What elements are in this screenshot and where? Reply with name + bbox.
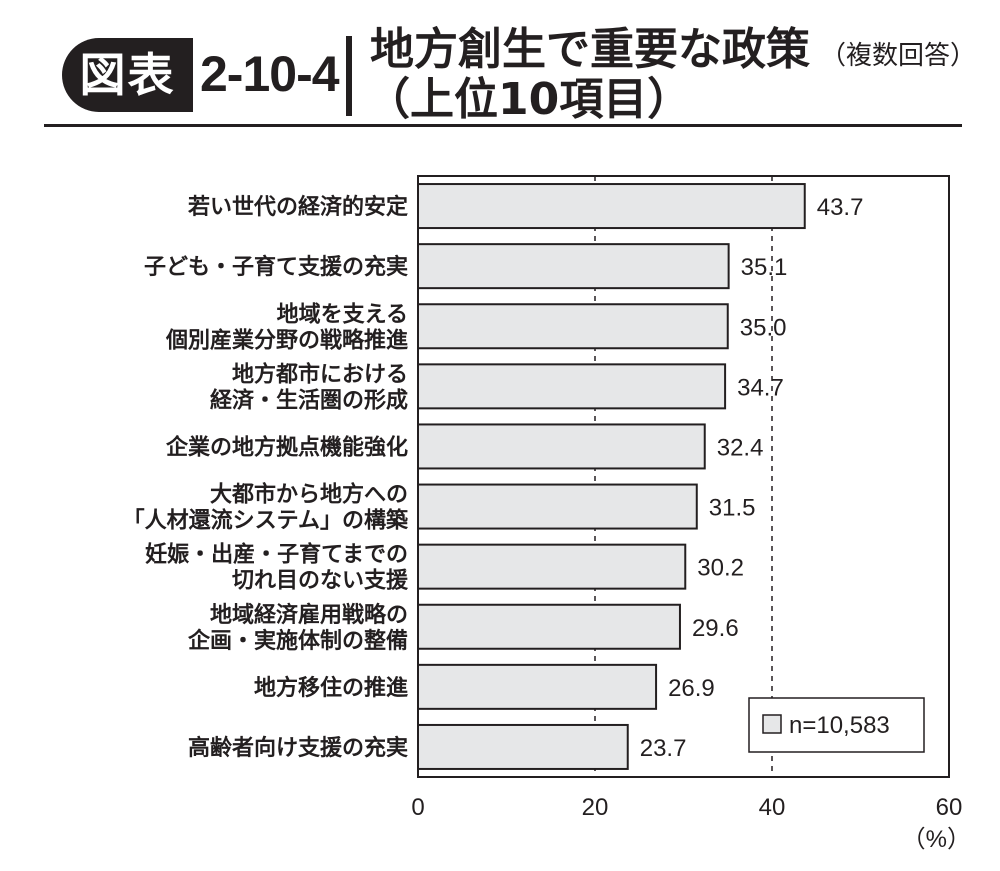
figure-badge: 図表 [62, 38, 193, 112]
category-label: 地域を支える [277, 301, 408, 327]
category-label: 若い世代の経済的安定 [188, 194, 408, 220]
value-label: 35.1 [741, 254, 788, 281]
value-label: 32.4 [717, 434, 764, 461]
value-labels: 43.7 35.1 35.0 34.7 32.4 31.5 30.2 29.6 26.9 23.7 [640, 194, 864, 762]
title-divider [346, 36, 352, 116]
category-labels: 若い世代の経済的安定子ども・子育て支援の充実地域を支える個別産業分野の戦略推進地… [123, 194, 409, 761]
category-label: 地域経済雇用戦略の [210, 602, 408, 628]
bar [417, 303, 729, 350]
figure-subtitle: （上位10項目） [366, 74, 692, 125]
x-tick-label: 40 [759, 794, 786, 821]
x-tick-label: 60 [936, 794, 963, 821]
bar [417, 663, 658, 710]
category-label: 個別産業分野の戦略推進 [165, 327, 408, 353]
x-tick-label: 0 [411, 794, 424, 821]
category-label: 企画・実施体制の整備 [187, 628, 408, 654]
category-label: 地方都市における [232, 361, 408, 387]
value-label: 43.7 [817, 194, 864, 221]
x-axis-unit: （%） [902, 826, 971, 853]
category-label: 企業の地方拠点機能強化 [165, 434, 408, 460]
value-label: 34.7 [737, 374, 784, 401]
bar [417, 543, 687, 590]
value-label: 35.0 [740, 314, 787, 341]
bar [417, 423, 706, 470]
bar [417, 363, 727, 410]
figure-header: 図表 2-10-4 地方創生で重要な政策 （複数回答） （上位10項目） [0, 0, 1000, 130]
category-label: 「人材還流システム」の構築 [123, 508, 409, 534]
figure-number: 2-10-4 [200, 46, 340, 102]
category-label: 経済・生活圏の形成 [210, 387, 408, 413]
figure-title: 地方創生で重要な政策 （複数回答） [370, 24, 976, 82]
bar [417, 243, 730, 290]
bars [417, 183, 806, 770]
category-label: 子ども・子育て支援の充実 [144, 254, 408, 280]
bar [417, 603, 681, 650]
legend: n=10,583 [748, 697, 925, 753]
value-label: 30.2 [697, 555, 744, 582]
category-label: 地方移住の推進 [254, 675, 408, 701]
bar [417, 183, 806, 230]
legend-swatch [762, 714, 782, 734]
value-label: 23.7 [640, 735, 687, 762]
value-label: 31.5 [709, 495, 756, 522]
category-label: 妊娠・出産・子育てまでの [145, 542, 408, 568]
bar [417, 483, 698, 530]
category-label: 大都市から地方への [210, 482, 408, 508]
value-label: 26.9 [668, 675, 715, 702]
legend-label: n=10,583 [789, 712, 890, 739]
x-tick-label: 20 [582, 794, 609, 821]
plot-frame [417, 175, 950, 778]
figure-title-text: 地方創生で重要な政策 [370, 24, 810, 75]
header-rule [44, 124, 962, 127]
category-label: 高齢者向け支援の充実 [188, 735, 408, 761]
figure-title-note: （複数回答） [820, 41, 977, 71]
x-axis: 0 20 40 60 [411, 794, 962, 821]
bar [417, 723, 629, 770]
value-label: 29.6 [692, 615, 739, 642]
category-label: 切れ目のない支援 [232, 569, 409, 594]
